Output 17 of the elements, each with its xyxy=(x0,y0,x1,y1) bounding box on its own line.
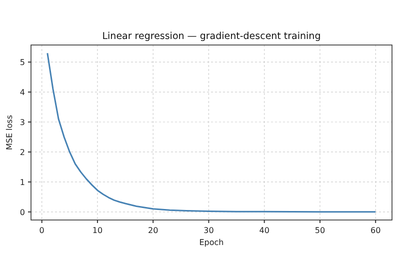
y-tick-label: 2 xyxy=(20,148,25,157)
x-tick-label: 0 xyxy=(39,226,44,235)
x-tick-label: 40 xyxy=(259,226,270,235)
y-tick-label: 4 xyxy=(20,88,25,98)
x-axis-title: Epoch xyxy=(199,238,224,247)
y-tick-label: 5 xyxy=(20,58,25,68)
x-tick-label: 50 xyxy=(314,226,326,235)
y-axis-title: MSE loss xyxy=(5,114,14,150)
y-tick-label: 0 xyxy=(20,208,25,217)
y-tick-label: 1 xyxy=(20,178,25,187)
chart-title: Linear regression — gradient-descent training xyxy=(102,31,321,42)
x-tick-label: 20 xyxy=(148,226,158,235)
x-tick-label: 60 xyxy=(370,226,381,235)
x-tick-label: 30 xyxy=(204,226,214,235)
x-tick-label: 10 xyxy=(92,226,103,235)
y-tick-label: 3 xyxy=(20,118,25,128)
line-series xyxy=(46,52,376,213)
